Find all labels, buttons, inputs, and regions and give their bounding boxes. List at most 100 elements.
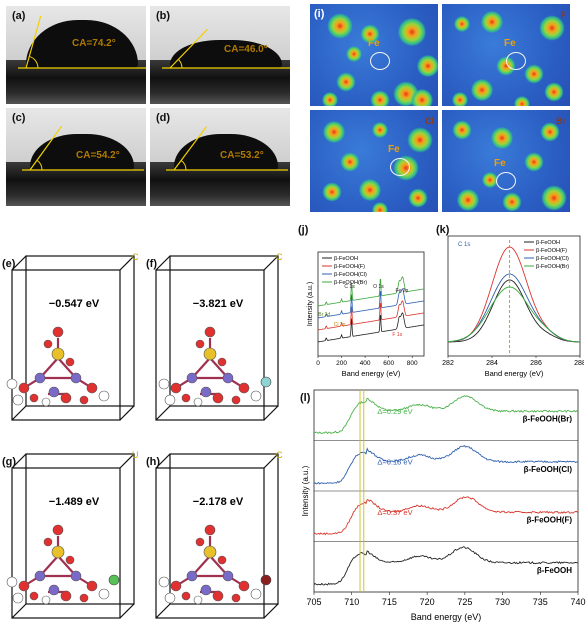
charge-spot: [397, 17, 427, 47]
atom: [170, 382, 182, 394]
charge-spot: [539, 15, 565, 41]
axis-tag: C: [276, 450, 283, 460]
charge-spot: [322, 182, 342, 202]
survey-series: [317, 276, 425, 307]
halogen-tag: Cl: [425, 116, 434, 126]
atom: [6, 378, 18, 390]
charge-spot: [524, 152, 544, 172]
fe2p-series: [313, 445, 578, 485]
xps-c1s-chart: 282 284 286 288 Band energy (eV) C 1s β-FeOOH β…: [442, 235, 584, 378]
contact-angle-value: CA=54.2°: [76, 150, 120, 161]
charge-spot: [346, 46, 362, 62]
shift-label: Δ=0.29 eV: [377, 407, 412, 416]
tangent-lines: [18, 15, 146, 69]
axis-tag: C: [276, 252, 283, 262]
atom: [98, 390, 110, 402]
charge-spot: [416, 54, 438, 78]
atom: [231, 593, 241, 603]
x-tick-label: 705: [306, 597, 321, 607]
molecule: [158, 326, 272, 407]
panel-label-k: (k): [436, 224, 450, 236]
adsorption-energy: −1.489 eV: [48, 496, 100, 508]
x-tick-label: 725: [457, 597, 472, 607]
peak-annotation: Br 3d: [318, 312, 330, 318]
panel-label-i: (i): [314, 8, 325, 20]
atom: [18, 382, 30, 394]
atom: [222, 372, 234, 384]
panel-label: (g): [2, 456, 17, 468]
peak-annotation: C 1s: [344, 284, 355, 290]
atom: [238, 580, 250, 592]
series-label: β-FeOOH(Cl): [524, 465, 573, 474]
atom: [12, 592, 24, 604]
legend-label: β-FeOOH(Br): [536, 264, 569, 270]
fe-site-circle: [506, 52, 526, 70]
atom: [203, 347, 217, 361]
panel-label: (d): [156, 112, 171, 124]
tangent-lines: [162, 28, 290, 69]
peak-annotation: O 1s: [373, 284, 384, 290]
adsorption-energy: −0.547 eV: [48, 298, 100, 310]
x-tick-label: 730: [495, 597, 510, 607]
charge-spot: [454, 16, 470, 32]
panel-label: (h): [146, 456, 161, 468]
atom: [195, 537, 205, 547]
xps-fe2p-chart: β-FeOOH(Br) Δ=0.29 eV β-FeOOH(Cl) Δ=0.18 eV…: [301, 389, 586, 622]
x-tick-label: 715: [382, 597, 397, 607]
atom: [217, 555, 227, 565]
atom: [70, 570, 82, 582]
panel-label: (a): [12, 10, 26, 22]
atom: [51, 347, 65, 361]
fe-label: Fe: [504, 38, 516, 49]
esp-map: Fe: [310, 4, 438, 106]
halogen-atom: [260, 376, 272, 388]
halogen-atom: [260, 574, 272, 586]
charge-spot: [544, 82, 564, 102]
charge-spot: [372, 122, 388, 138]
charge-spot: [360, 24, 380, 44]
y-axis-label: Intensity (a.u.): [307, 282, 314, 326]
atom: [79, 395, 89, 405]
atom: [193, 397, 203, 407]
atom: [6, 576, 18, 588]
charge-spot: [370, 90, 390, 106]
molecule: [158, 524, 272, 605]
c1s-series: [448, 279, 580, 343]
halogen-tag: Br: [555, 116, 566, 126]
atom: [41, 397, 51, 407]
x-tick-label: 288: [574, 360, 584, 367]
series-label: β-FeOOH(F): [527, 515, 573, 524]
xps-survey-chart: 0 200 400 600 800 Band energy (eV) Intensity (…: [307, 251, 425, 378]
atom: [52, 524, 64, 536]
atom: [158, 576, 170, 588]
charge-spot: [407, 127, 433, 153]
atom: [60, 392, 72, 404]
charge-spot: [408, 188, 428, 208]
atom: [79, 593, 89, 603]
panel-label: (b): [156, 10, 171, 22]
fe-label: Fe: [388, 144, 400, 155]
legend-label: β-FeOOH(Cl): [536, 256, 569, 262]
charge-spot: [524, 64, 544, 84]
legend-label: β-FeOOH(Cl): [334, 272, 367, 278]
contact-angle-photo: (a) CA=74.2°: [6, 6, 146, 104]
panel-label: (f): [146, 258, 157, 270]
atom: [48, 386, 60, 398]
charge-spot: [540, 122, 560, 142]
esp-map: Fe F: [442, 4, 570, 106]
x-axis-label: Band energy (eV): [342, 369, 401, 378]
x-tick-label: 200: [336, 360, 347, 367]
peak-annotation: Cl 2p: [334, 322, 346, 328]
charge-spot: [322, 92, 338, 106]
panel-label: (e): [2, 258, 16, 270]
x-tick-label: 735: [533, 597, 548, 607]
fe-label: Fe: [494, 158, 506, 169]
charge-spot: [452, 92, 468, 106]
survey-series: [317, 288, 425, 319]
unit-cell-box: [155, 255, 279, 421]
atom: [195, 339, 205, 349]
shift-label: Δ=0.37 eV: [377, 508, 412, 517]
x-tick-label: 282: [442, 360, 454, 367]
x-tick-label: 720: [420, 597, 435, 607]
x-tick-label: 740: [570, 597, 585, 607]
